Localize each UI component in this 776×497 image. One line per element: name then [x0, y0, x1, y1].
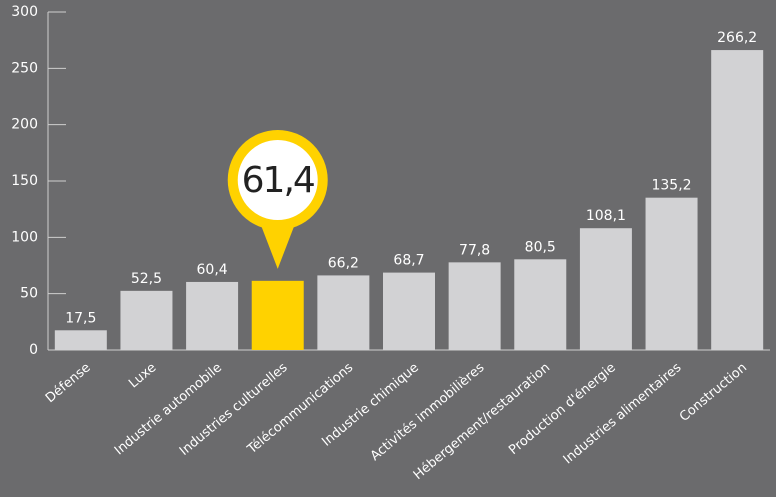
y-tick-label: 50: [20, 286, 38, 302]
x-tick-label: Télécommunications: [244, 360, 356, 458]
bar: [711, 50, 764, 351]
x-tick-label: Hébergement/restauration: [411, 360, 553, 483]
value-label: 80,5: [525, 239, 556, 255]
value-label: 60,4: [197, 262, 228, 278]
y-tick-label: 150: [11, 173, 38, 189]
value-label: 68,7: [393, 253, 424, 269]
x-tick-label: Industrie automobile: [112, 360, 225, 458]
callout-label: 61,4: [242, 160, 314, 201]
x-tick-label: Industries alimentaires: [561, 360, 685, 467]
value-label: 135,2: [651, 178, 691, 194]
value-label: 52,5: [131, 271, 162, 287]
x-tick-label: Production d'énergie: [506, 360, 619, 458]
bar: [251, 280, 304, 350]
bar: [448, 262, 501, 350]
x-tick-label: Luxe: [126, 360, 159, 391]
y-tick-label: 100: [11, 229, 38, 245]
value-label: 77,8: [459, 242, 490, 258]
bar: [645, 197, 698, 350]
y-tick-label: 200: [11, 117, 38, 133]
bar: [514, 259, 567, 350]
y-tick-label: 0: [29, 342, 38, 358]
x-tick-label: Construction: [677, 360, 750, 425]
bar: [317, 275, 370, 350]
bar: [54, 330, 107, 350]
bar: [186, 281, 239, 350]
bar: [579, 228, 632, 350]
x-tick-label: Activités immobilières: [368, 360, 488, 464]
bar: [383, 272, 435, 350]
y-tick-label: 250: [11, 60, 38, 76]
x-tick-label: Défense: [43, 360, 94, 406]
value-label: 17,5: [65, 310, 96, 326]
callout-inner: [237, 140, 318, 220]
value-label: 66,2: [328, 255, 359, 271]
x-tick-label: Industries culturelles: [177, 360, 291, 459]
y-tick-label: 300: [11, 4, 38, 20]
callout-pointer: [259, 222, 296, 269]
value-label: 108,1: [586, 208, 626, 224]
value-label: 266,2: [717, 30, 757, 46]
bar: [120, 290, 173, 350]
